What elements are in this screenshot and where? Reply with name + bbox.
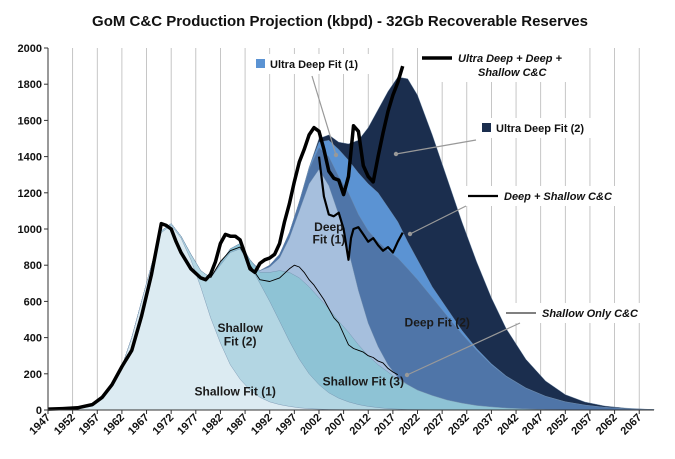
x-tick-label: 2022 [397,412,423,438]
y-tick-labels: 0 200 400 600 800 1000 1200 1400 1600 1800 2000 [18,43,42,417]
callout-arrow-head [333,152,339,158]
x-tick-label: 1962 [101,412,127,438]
legend-label: Ultra Deep + Deep + [458,53,563,65]
area-label: Fit (1) [312,232,345,246]
line-shallow-only-c-c [210,246,399,376]
x-tick-label: 1992 [249,412,275,438]
x-tick-label: 1982 [200,412,226,438]
x-tick-labels: 1947195219571962196719721977198219871992… [27,412,644,438]
x-tick-label: 2017 [372,412,398,438]
y-tick-label: 1800 [18,79,42,91]
legend-label: Ultra Deep Fit (2) [496,123,584,135]
x-tick-label: 2067 [619,412,645,438]
legend-label: Ultra Deep Fit (1) [270,59,358,71]
x-tick-label: 1987 [224,412,250,438]
area-label: Fit (2) [224,335,257,349]
legend-label: Deep + Shallow C&C [504,191,613,203]
callout-arrow [406,322,521,376]
callout-arrow [311,75,337,156]
x-tick-label: 2042 [495,412,521,438]
legend-item-ultra-deep-fit-2: Ultra Deep Fit (2) [393,118,608,157]
x-tick-label: 2027 [421,412,447,438]
y-tick-label: 1400 [18,152,42,164]
line-deep-shallow-c-c [317,156,404,261]
x-tick-label: 1952 [52,412,78,438]
legend-item-ultra-deep-deep-shallow-c-c: Ultra Deep + Deep + Shallow C&C [418,48,586,82]
x-tick-label: 2062 [594,412,620,438]
legend-box [466,186,622,206]
x-tick-label: 2047 [520,412,546,438]
x-tick-label: 2032 [446,412,472,438]
x-tick-label: 2002 [298,412,324,438]
x-tick-label: 1967 [126,412,152,438]
x-tick-label: 1997 [274,412,300,438]
legend-box [250,54,375,74]
y-tick-label: 0 [36,405,42,417]
legend-box [418,48,586,82]
y-tick-label: 2000 [18,43,42,55]
x-tick-label: 2052 [545,412,571,438]
y-tick-label: 600 [24,296,42,308]
legend-swatch [256,59,265,68]
legend-box [476,118,608,138]
y-tick-label: 200 [24,369,42,381]
legend-item-deep-shallow-c-c: Deep + Shallow C&C [407,186,622,237]
x-tick-label: 1972 [150,412,176,438]
legend-label: Shallow Only C&C [542,308,639,320]
y-tick-label: 800 [24,260,42,272]
x-tick-label: 2007 [323,412,349,438]
area-label: Shallow Fit (1) [195,385,276,399]
area-label: Deep [314,220,343,234]
legend: Ultra Deep Fit (1) Ultra Deep + Deep + Sha… [250,48,652,378]
legend-box [510,303,652,323]
x-tick-label: 2012 [348,412,374,438]
axes [44,47,654,414]
area-label: Shallow Fit (3) [323,375,404,389]
x-tick-label: 1947 [27,412,53,438]
y-tick-label: 1600 [18,115,42,127]
callout-arrow-head [404,372,410,378]
callout-arrow-head [407,231,413,237]
chart-title: GoM C&C Production Projection (kbpd) - 3… [92,13,588,30]
legend-swatch [482,123,491,132]
production-lines [47,65,405,411]
legend-item-shallow-only-c-c: Shallow Only C&C [404,303,652,378]
y-tick-label: 400 [24,333,42,345]
legend-label: Shallow C&C [478,67,548,79]
line-ultra-deep-deep-shallow-c-c [47,65,405,411]
legend-item-ultra-deep-fit-1: Ultra Deep Fit (1) [250,54,375,158]
y-tick-label: 1000 [18,224,42,236]
area-label: Deep Fit (2) [405,316,470,330]
callout-arrow-head [393,151,399,157]
callout-arrow [395,139,477,155]
area-label: Shallow [217,321,263,335]
x-tick-label: 1977 [175,412,201,438]
x-tick-label: 2037 [471,412,497,438]
y-tick-label: 1200 [18,188,42,200]
x-tick-label: 2057 [569,412,595,438]
x-tick-label: 1957 [77,412,103,438]
callout-arrow [409,205,467,235]
